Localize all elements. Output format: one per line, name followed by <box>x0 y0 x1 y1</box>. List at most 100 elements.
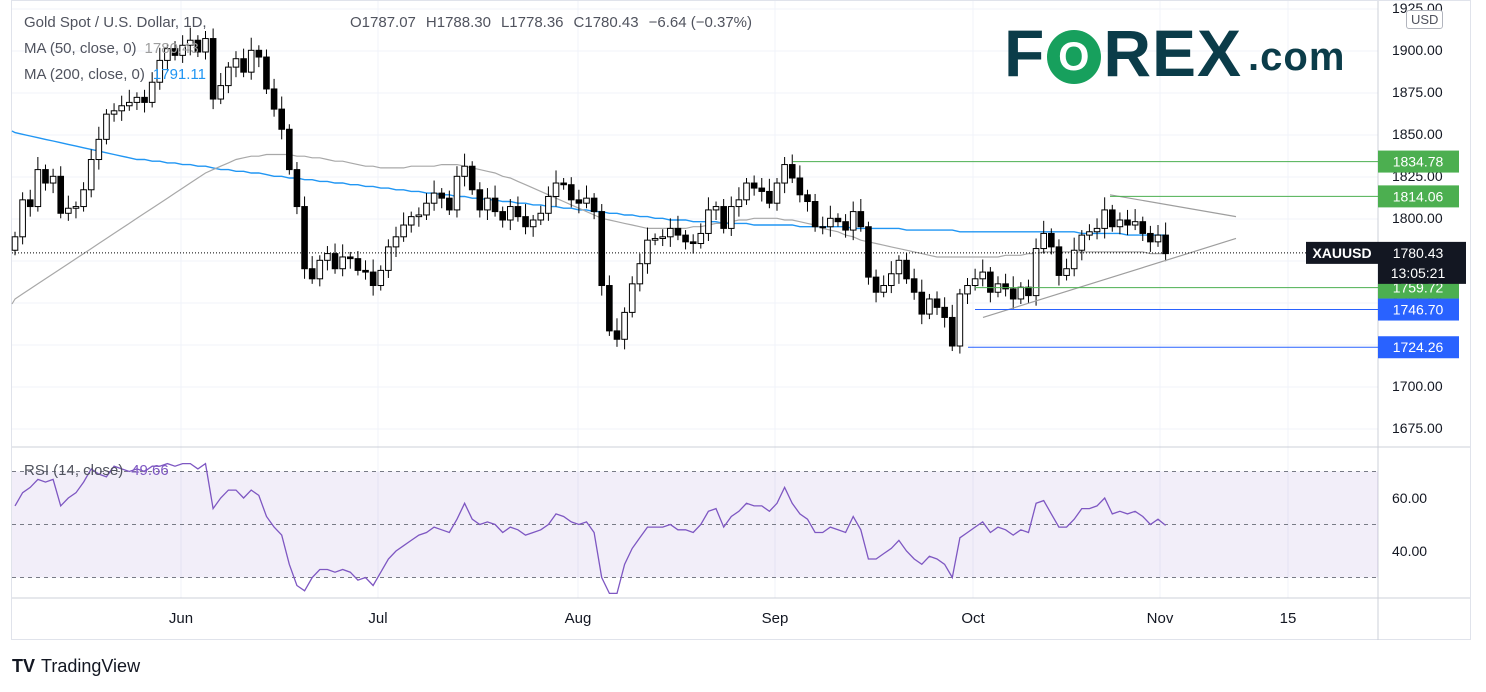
candle-up <box>1070 249 1078 270</box>
candle-up <box>529 219 537 228</box>
ohlc-open: O1787.07 <box>350 14 416 31</box>
forex-logo: F O REX .com <box>1004 20 1345 90</box>
candle-up <box>507 206 514 221</box>
candle-down <box>141 96 148 103</box>
candle-down <box>1162 234 1169 255</box>
candle-up <box>964 285 971 295</box>
candle-up <box>552 182 560 197</box>
logo-f: F <box>1004 16 1046 90</box>
candle-down <box>42 169 49 184</box>
candle-down <box>26 199 34 208</box>
chart-frame[interactable] <box>11 0 1471 640</box>
price-tick-label: 1850.00 <box>1392 126 1443 142</box>
level-label-bg <box>1378 336 1459 359</box>
logo-dotcom: .com <box>1248 35 1346 79</box>
candle-down <box>354 258 362 271</box>
candle-up <box>385 246 392 271</box>
candle-up <box>202 38 209 53</box>
candle-up <box>1063 268 1070 276</box>
candle-down <box>750 182 758 189</box>
candle-down <box>766 190 773 204</box>
price-tick-label: 1700.00 <box>1392 378 1443 394</box>
candle-up <box>461 165 468 177</box>
candle-up <box>1154 234 1162 243</box>
candle-up <box>179 44 186 56</box>
candle-up <box>49 175 57 184</box>
candle-down <box>331 253 339 270</box>
tradingview-brand[interactable]: TV TradingView <box>12 656 140 677</box>
candle-up <box>888 273 895 287</box>
logo-o-coin: O <box>1047 30 1102 84</box>
candle-up <box>217 85 225 100</box>
candle-down <box>293 169 301 208</box>
candle-down <box>270 88 278 110</box>
time-tick-label: Jun <box>169 610 193 627</box>
candle-up <box>926 298 933 315</box>
upper-trendline <box>1109 194 1237 218</box>
candle-down <box>1147 232 1154 243</box>
legend-ma200[interactable]: MA (200, close, 0) 1791.11 <box>24 66 214 83</box>
legend-rsi[interactable]: RSI (14, close) 49.66 <box>24 462 177 479</box>
candle-down <box>598 211 606 287</box>
symbol-tag: XAUUSD <box>1312 245 1371 261</box>
candle-up <box>453 175 461 211</box>
candle-down <box>171 48 179 56</box>
candle-down <box>255 49 263 58</box>
candle-up <box>156 59 164 83</box>
candle-down <box>842 221 849 231</box>
legend-ma50[interactable]: MA (50, close, 0) 1780.43 <box>24 40 207 57</box>
candle-up <box>339 256 346 270</box>
candle-up <box>545 195 552 214</box>
candle-up <box>621 311 628 340</box>
candle-down <box>514 206 522 218</box>
candle-down <box>308 268 316 280</box>
time-tick-label: Oct <box>961 610 985 627</box>
candle-up <box>34 169 42 208</box>
ohlc-change: −6.64 (−0.37%) <box>648 14 752 31</box>
symbol-title: Gold Spot / U.S. Dollar, 1D, <box>24 14 207 31</box>
candle-down <box>590 197 598 213</box>
time-tick-label: Aug <box>565 610 592 627</box>
candle-down <box>1139 221 1147 234</box>
candle-up <box>11 236 19 251</box>
candle-up <box>659 236 667 239</box>
candle-down <box>613 330 621 340</box>
rsi-value: 49.66 <box>131 462 169 479</box>
price-tick-label: 1900.00 <box>1392 42 1443 58</box>
candle-up <box>1131 221 1139 226</box>
price-tick-label: 1675.00 <box>1392 420 1443 436</box>
currency-button[interactable]: USD <box>1406 10 1444 29</box>
candle-up <box>95 138 103 161</box>
candle-down <box>788 164 796 179</box>
candle-up <box>1032 248 1040 297</box>
candle-down <box>857 211 865 228</box>
candle-down <box>933 298 941 308</box>
candle-down <box>948 316 956 347</box>
candle-down <box>209 38 217 100</box>
candle-down <box>468 165 476 191</box>
candle-up <box>697 232 705 245</box>
candle-up <box>484 197 491 211</box>
candle-up <box>87 159 95 191</box>
candle-down <box>903 259 910 280</box>
candle-down <box>941 306 948 318</box>
candle-up <box>971 278 979 287</box>
candle-up <box>735 199 743 208</box>
candle-down <box>1009 288 1017 300</box>
price-tick-label: 1875.00 <box>1392 84 1443 100</box>
candle-up <box>65 207 72 214</box>
candle-down <box>918 291 926 315</box>
candle-up <box>1017 286 1025 300</box>
candle-down <box>278 108 285 130</box>
level-label-bg <box>1378 185 1459 208</box>
candle-up <box>118 105 125 112</box>
candle-down <box>720 206 727 229</box>
candle-up <box>1078 234 1086 251</box>
candle-up <box>705 209 712 234</box>
time-tick-label: Jul <box>368 610 387 627</box>
candle-up <box>126 101 133 107</box>
legend-symbol[interactable]: Gold Spot / U.S. Dollar, 1D, <box>24 14 215 31</box>
rsi-tick-label: 60.00 <box>1392 490 1427 506</box>
candle-up <box>247 49 255 73</box>
